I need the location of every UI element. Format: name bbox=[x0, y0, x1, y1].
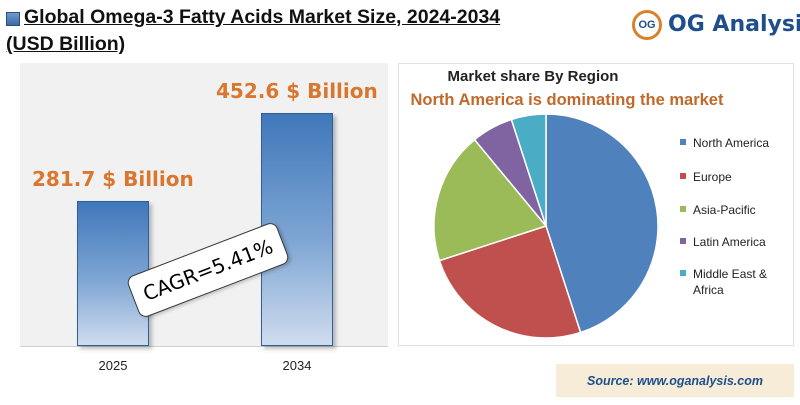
legend-swatch-middle-east-africa bbox=[680, 270, 686, 276]
pie-chart-subtitle: North America is dominating the market bbox=[410, 91, 724, 109]
pie-slice-north-america bbox=[545, 113, 659, 334]
legend-label-middle-east-africa: Middle East & Africa bbox=[693, 267, 768, 297]
pie-chart-title: Market share By Region bbox=[447, 68, 619, 85]
bar-value-label-2025: 281.7 $ Billion bbox=[32, 167, 194, 192]
legend-item-asia-pacific: Asia-Pacific bbox=[680, 202, 793, 218]
logo-name: OG Analysis bbox=[668, 12, 800, 37]
legend-label-latin-america: Latin America bbox=[693, 235, 766, 249]
legend-label-north-america: North America bbox=[693, 136, 770, 150]
pie-slice-asia-pacific bbox=[433, 138, 548, 262]
logo-badge-icon: OG bbox=[632, 10, 662, 40]
x-tick-label-2034: 2034 bbox=[282, 358, 312, 373]
pie-slice-middle-east-africa bbox=[510, 113, 547, 227]
x-tick-label-2025: 2025 bbox=[98, 358, 128, 373]
legend-swatch-north-america bbox=[680, 139, 686, 145]
legend-swatch-latin-america bbox=[680, 238, 686, 244]
pie-slice-europe bbox=[438, 225, 582, 339]
legend-label-europe: Europe bbox=[693, 170, 732, 184]
legend-item-latin-america: Latin America bbox=[680, 234, 793, 250]
chart-title-block: Global Omega-3 Fatty Acids Market Size, … bbox=[6, 4, 566, 58]
bar-chart-baseline bbox=[20, 346, 388, 347]
legend-label-asia-pacific: Asia-Pacific bbox=[693, 203, 756, 217]
bar-value-label-2034: 452.6 $ Billion bbox=[216, 79, 378, 104]
source-note: Source: www.oganalysis.com bbox=[556, 364, 794, 397]
legend-item-europe: Europe bbox=[680, 169, 793, 185]
brand-logo: OG OG Analysis bbox=[632, 8, 800, 42]
pie-chart bbox=[433, 113, 659, 339]
legend-item-middle-east-africa: Middle East & Africa bbox=[680, 266, 793, 298]
bar-chart-icon bbox=[6, 12, 20, 26]
legend-swatch-europe bbox=[680, 173, 686, 179]
page-title-unit: (USD Billion) bbox=[6, 33, 126, 55]
page-title: Global Omega-3 Fatty Acids Market Size, … bbox=[24, 6, 501, 28]
legend-swatch-asia-pacific bbox=[680, 206, 686, 212]
legend-item-north-america: North America bbox=[680, 135, 793, 151]
